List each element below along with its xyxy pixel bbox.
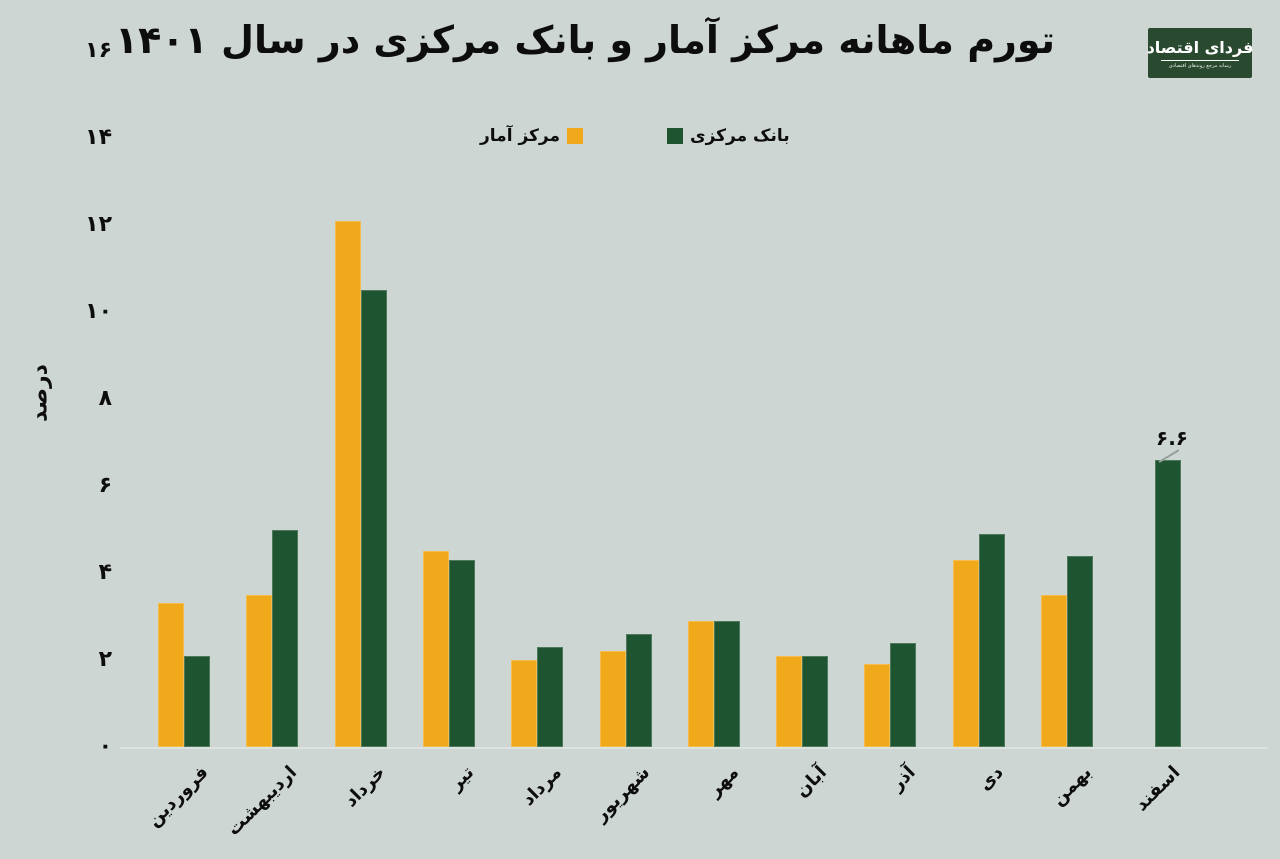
bar-markaz-amar-3 [422, 551, 449, 747]
x-label-6: مهر [703, 762, 743, 802]
bar-markaz-amar-0 [158, 603, 184, 747]
x-label-1: اردیبهشت [223, 762, 302, 840]
bar-markaz-amar-1 [246, 594, 273, 747]
x-label-8: آذر [886, 762, 920, 796]
bar-bank-markazi-5 [625, 633, 652, 747]
x-label-11: اسفند [1130, 762, 1185, 816]
y-tick-10: ۱۰ [85, 299, 112, 324]
brand-name: فردای اقتصاد [1146, 37, 1254, 57]
x-label-7: آبان [791, 762, 831, 802]
x-label-2: خرداد [340, 762, 390, 812]
bar-bank-markazi-1 [272, 529, 299, 747]
bar-bank-markazi-9 [978, 533, 1005, 747]
y-tick-2: ۲ [98, 647, 112, 672]
bar-bank-markazi-3 [448, 559, 475, 747]
brand-logo: فردای اقتصاد رسانه مرجع روندهای اقتصادی [1146, 28, 1254, 78]
bar-bank-markazi-7 [802, 655, 829, 747]
x-label-10: بهمن [1047, 762, 1096, 811]
y-tick-16: ۱۶ [85, 38, 112, 63]
bar-markaz-amar-2 [334, 220, 361, 747]
y-tick-0: ۰ [98, 734, 112, 759]
bar-bank-markazi-0 [184, 655, 210, 747]
bar-markaz-amar-4 [511, 660, 538, 747]
bar-bank-markazi-4 [537, 646, 564, 747]
legend-label-bank-markazi: بانک مرکزی [690, 126, 790, 146]
y-tick-6: ۶ [98, 473, 112, 498]
y-tick-8: ۸ [98, 386, 112, 411]
bar-markaz-amar-8 [864, 664, 891, 747]
y-tick-12: ۱۲ [85, 212, 112, 237]
bar-markaz-amar-10 [1041, 594, 1067, 747]
bar-bank-markazi-6 [713, 620, 740, 747]
x-label-4: مرداد [517, 762, 567, 811]
chart-title: تورم ماهانه مرکز آمار و بانک مرکزی در سا… [114, 18, 1056, 62]
x-label-0: فروردین [143, 762, 213, 832]
legend-swatch-green [667, 128, 683, 144]
bar-markaz-amar-6 [687, 620, 714, 747]
bar-bank-markazi-2 [360, 290, 387, 747]
legend-item-markaz-amar: مرکز آمار [480, 126, 584, 146]
brand-tagline: رسانه مرجع روندهای اقتصادی [1168, 62, 1232, 69]
bar-bank-markazi-8 [890, 642, 917, 747]
x-label-9: دی [974, 762, 1008, 796]
x-axis-line [120, 747, 1268, 749]
brand-logo-divider [1161, 59, 1239, 61]
x-label-5: شهریور [590, 762, 655, 826]
bar-markaz-amar-9 [952, 559, 979, 747]
bar-bank-markazi-10 [1067, 555, 1093, 747]
legend-label-markaz-amar: مرکز آمار [480, 126, 561, 146]
y-tick-4: ۴ [98, 560, 112, 585]
x-label-3: تیر [445, 762, 478, 795]
legend-item-bank-markazi: بانک مرکزی [667, 126, 790, 146]
bar-bank-markazi-11 [1155, 459, 1182, 747]
y-tick-14: ۱۴ [85, 125, 112, 150]
bar-value-annotation: ۶.۶ [1155, 426, 1189, 450]
legend-swatch-yellow [567, 128, 584, 144]
bar-markaz-amar-7 [776, 655, 803, 747]
bar-markaz-amar-5 [599, 651, 626, 747]
